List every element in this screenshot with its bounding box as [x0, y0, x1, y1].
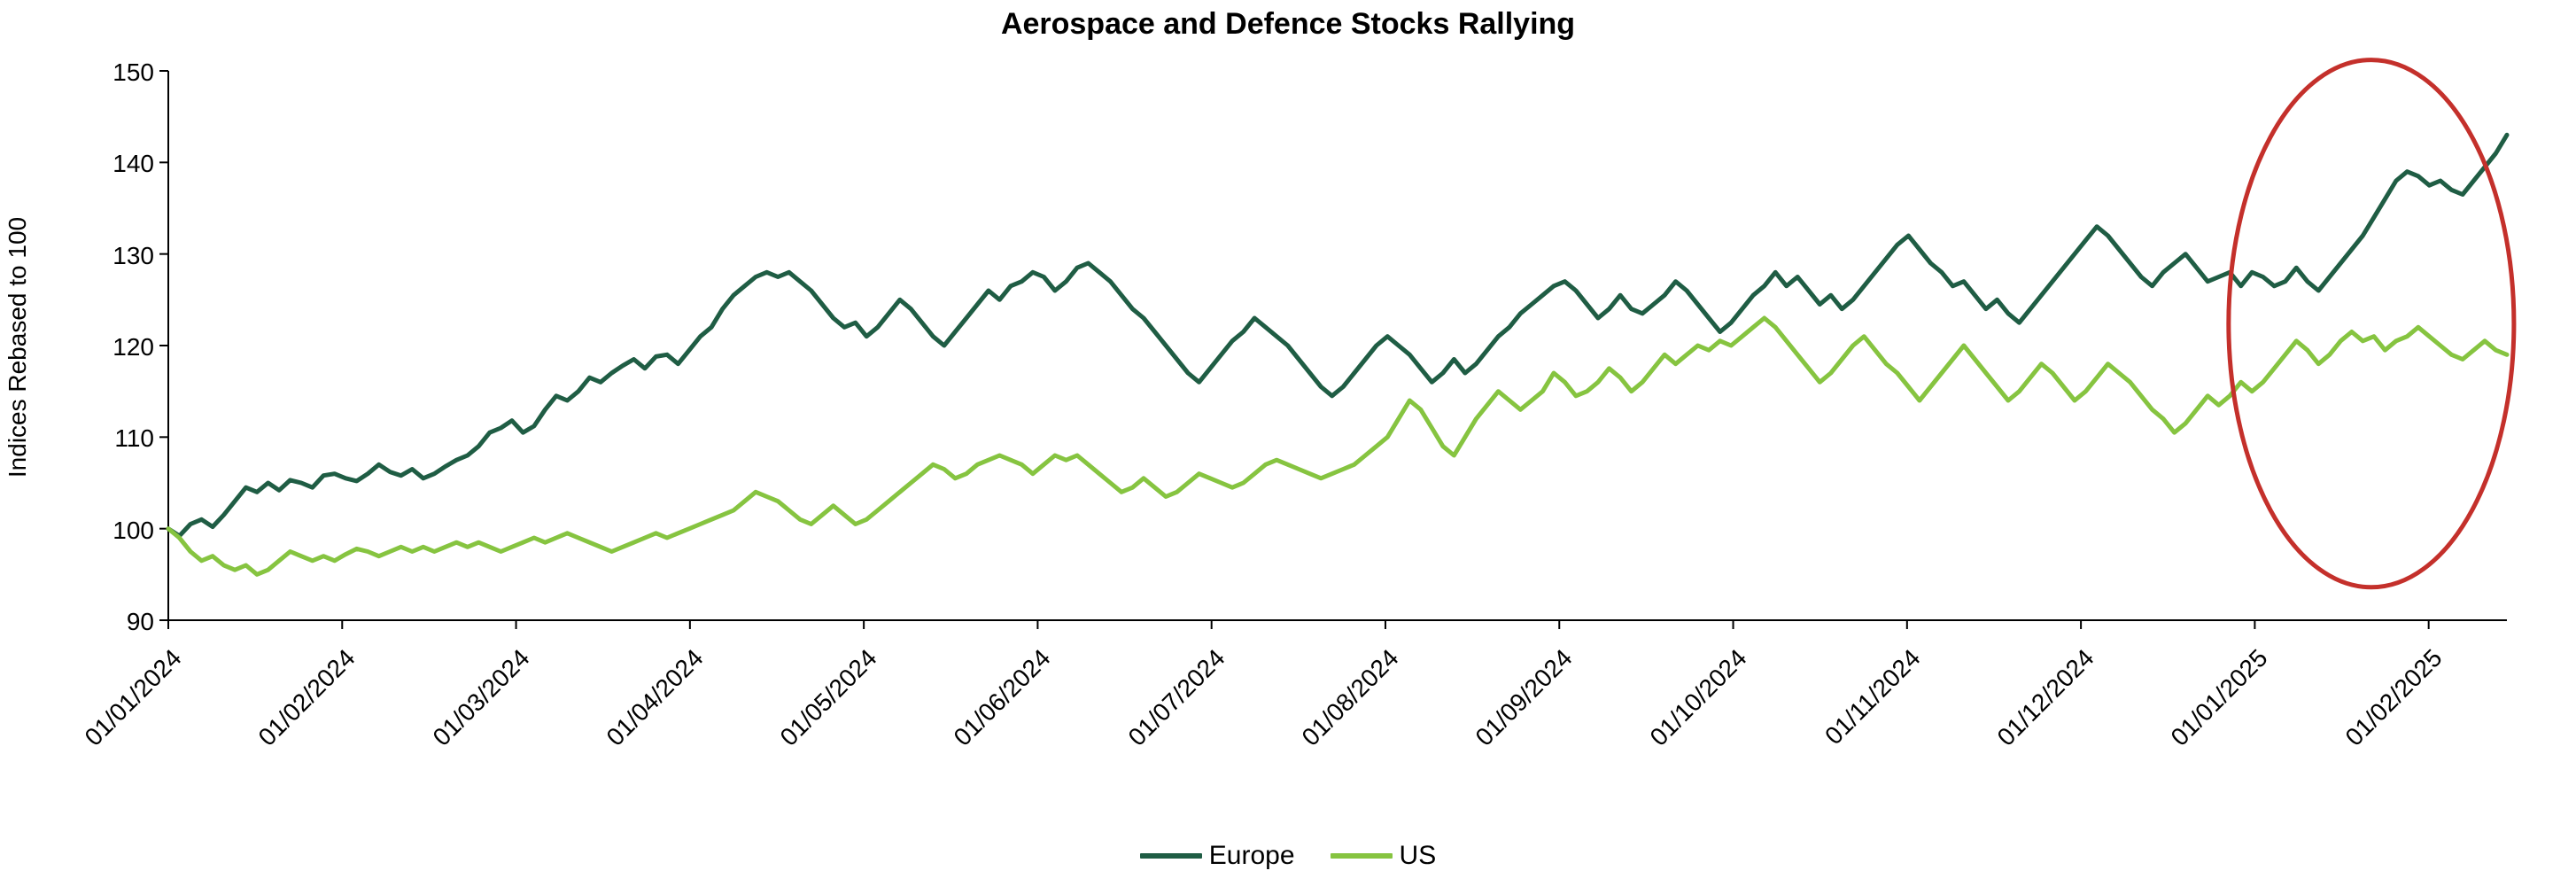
- x-tick-label: 01/02/2024: [229, 644, 361, 777]
- x-tick-label: 01/09/2024: [1446, 644, 1579, 777]
- x-tick-label: 01/02/2025: [2315, 644, 2448, 777]
- x-tick-label: 01/06/2024: [924, 644, 1057, 777]
- annotation-highlight-circle: [2229, 60, 2514, 587]
- legend: Europe US: [0, 841, 2576, 871]
- y-tick-label: 140: [113, 150, 154, 178]
- legend-swatch-europe: [1140, 853, 1202, 859]
- x-tick-label: 01/03/2024: [402, 644, 535, 777]
- y-tick-label: 130: [113, 242, 154, 270]
- x-tick-label: 01/01/2025: [2141, 644, 2274, 777]
- legend-label-us: US: [1400, 841, 1437, 871]
- x-tick-label: 01/05/2024: [750, 644, 883, 777]
- x-tick-label: 01/11/2024: [1793, 644, 1926, 777]
- legend-label-europe: Europe: [1209, 841, 1295, 871]
- legend-swatch-us: [1331, 853, 1393, 859]
- x-tick-label: 01/10/2024: [1619, 644, 1752, 777]
- legend-item-us: US: [1331, 841, 1437, 871]
- legend-item-europe: Europe: [1140, 841, 1295, 871]
- x-tick-label: 01/12/2024: [1967, 644, 2100, 777]
- chart-container: Aerospace and Defence Stocks Rallying In…: [0, 0, 2576, 894]
- y-axis-label: Indices Rebased to 100: [4, 73, 32, 622]
- x-tick-label: 01/01/2024: [54, 644, 187, 777]
- y-tick-label: 150: [113, 58, 154, 87]
- y-tick-label: 120: [113, 333, 154, 361]
- plot-area: [168, 71, 2507, 620]
- x-tick-label: 01/04/2024: [576, 644, 709, 777]
- x-tick-label: 01/08/2024: [1271, 644, 1404, 777]
- x-tick-label: 01/07/2024: [1098, 644, 1230, 777]
- y-tick-label: 90: [127, 608, 154, 636]
- y-tick-label: 110: [114, 424, 154, 453]
- chart-title: Aerospace and Defence Stocks Rallying: [0, 7, 2576, 42]
- series-line-europe: [168, 135, 2507, 536]
- series-line-us: [168, 318, 2507, 574]
- y-tick-label: 100: [113, 517, 154, 545]
